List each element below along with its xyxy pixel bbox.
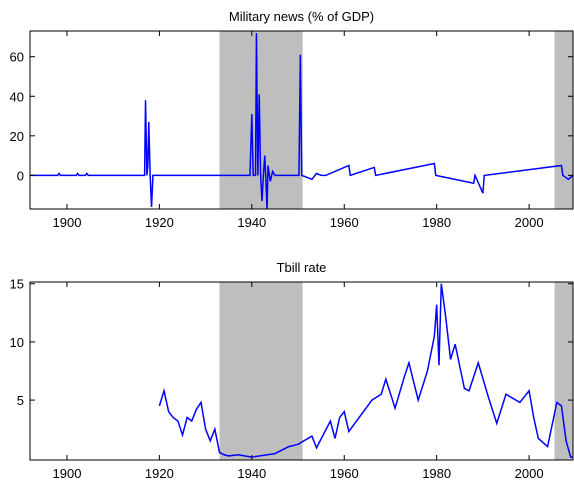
y-tick-label: 20 [10,129,24,144]
data-line [30,32,573,209]
y-tick-label: 60 [10,50,24,65]
axes-frame [29,281,574,461]
y-tick-label: 5 [17,393,24,408]
chart-title: Tbill rate [277,260,327,275]
x-tick-label: 1940 [237,466,266,481]
x-tick-label: 2000 [515,466,544,481]
x-tick-label: 1980 [422,215,451,230]
y-tick-label: 10 [10,335,24,350]
recession-shade [554,282,573,460]
axes-frame [29,30,574,210]
y-tick-label: 0 [17,168,24,183]
x-tick-label: 1920 [145,215,174,230]
x-tick-label: 1980 [422,466,451,481]
x-tick-label: 1900 [53,466,82,481]
y-tick-label: 40 [10,89,24,104]
recession-shade [554,31,573,209]
x-tick-label: 1960 [330,215,359,230]
plot-area [158,282,573,460]
y-tick-label: 15 [10,277,24,292]
chart-title: Military news (% of GDP) [229,9,374,24]
data-line [158,283,573,458]
x-tick-label: 1940 [237,215,266,230]
x-tick-label: 1960 [330,466,359,481]
x-tick-label: 2000 [515,215,544,230]
x-tick-label: 1900 [53,215,82,230]
recession-shade [219,282,303,460]
plot-area [30,31,573,209]
x-tick-label: 1920 [145,466,174,481]
